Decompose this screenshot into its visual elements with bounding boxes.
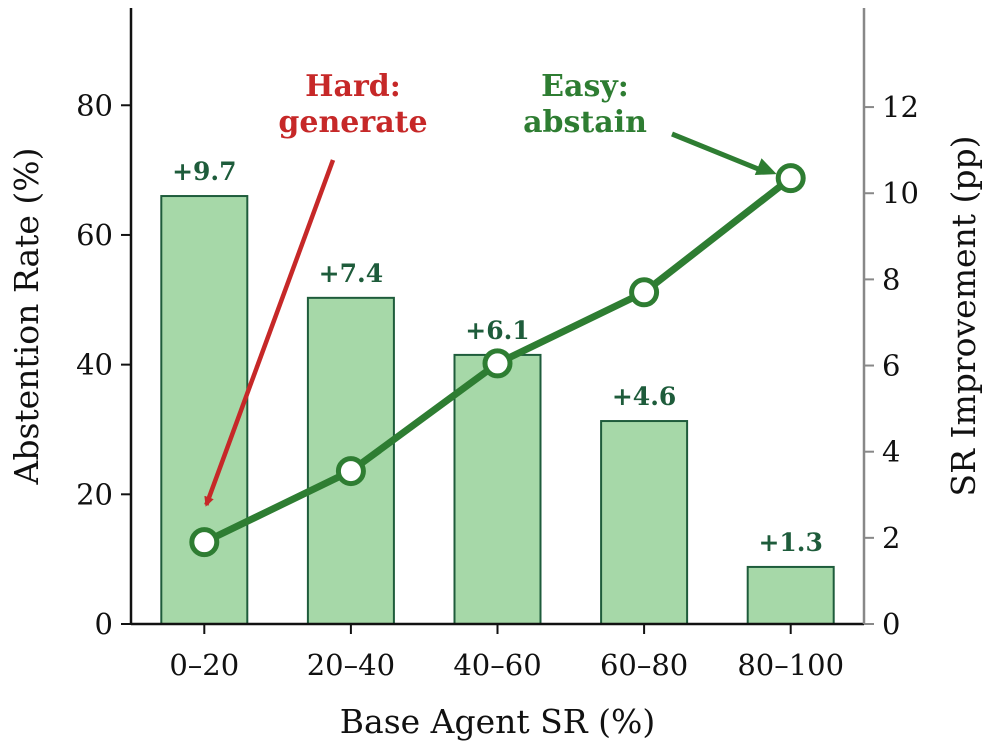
annotation-hard-line: generate xyxy=(278,105,427,140)
x-axis-title: Base Agent SR (%) xyxy=(340,702,655,741)
line-point-60–80 xyxy=(629,277,660,308)
bar-80–100 xyxy=(746,565,835,626)
annotation-easy-line: abstain xyxy=(523,105,647,140)
bars-layer xyxy=(160,195,835,626)
x-tick-label-60–80: 60–80 xyxy=(600,648,688,682)
line-layer xyxy=(189,163,806,558)
line-point-20–40 xyxy=(335,456,366,487)
right-tick-label-8: 8 xyxy=(882,262,900,296)
bar-label-20–40: +7.4 xyxy=(319,259,383,288)
bar-label-0–20: +9.7 xyxy=(172,157,236,186)
axes-layer: 0 20 40 60 80 0 2 4 6 8 10 12 0–20 20–40 40–60 60–80 80–… xyxy=(7,8,983,741)
line-point-40–60 xyxy=(482,348,513,379)
annotation-hard-arrow xyxy=(204,159,336,507)
y-axis-title: Abstention Rate (%) xyxy=(7,147,46,485)
left-tick-label-0: 0 xyxy=(95,607,113,641)
x-tick-label-20–40: 20–40 xyxy=(307,648,395,682)
right-tick-label-2: 2 xyxy=(882,521,900,555)
x-tick-label-40–60: 40–60 xyxy=(453,648,541,682)
annotation-easy-line: Easy: xyxy=(541,69,629,104)
x-tick-label-0–20: 0–20 xyxy=(169,648,239,682)
line-point-80–100 xyxy=(775,163,806,194)
bar-label-60–80: +4.6 xyxy=(612,382,676,411)
left-tick-label-80: 80 xyxy=(76,88,113,122)
annotation-hard: Hard: generate xyxy=(278,69,427,140)
annotations-layer: Hard: generate Easy: abstain xyxy=(204,69,777,507)
line-point-0–20 xyxy=(189,527,220,558)
bar-0–20 xyxy=(160,195,249,625)
bar-label-40–60: +6.1 xyxy=(465,316,529,345)
left-tick-label-60: 60 xyxy=(76,218,113,252)
annotation-easy: Easy: abstain xyxy=(523,69,647,140)
right-tick-label-10: 10 xyxy=(882,176,919,210)
y2-axis-title: SR Improvement (pp) xyxy=(944,135,983,496)
bar-40–60 xyxy=(453,353,542,625)
annotation-easy-arrowhead xyxy=(754,158,777,175)
annotation-easy-arrow xyxy=(671,131,760,172)
left-tick-label-20: 20 xyxy=(76,477,113,511)
annotation-hard-line: Hard: xyxy=(305,69,401,104)
x-tick-label-80–100: 80–100 xyxy=(737,648,844,682)
bar-label-80–100: +1.3 xyxy=(758,528,822,557)
bar-labels-layer: +9.7 +7.4 +6.1 +4.6 +1.3 xyxy=(172,157,823,557)
right-tick-label-12: 12 xyxy=(882,90,919,124)
right-tick-label-0: 0 xyxy=(882,607,900,641)
right-tick-label-4: 4 xyxy=(882,435,900,469)
right-tick-label-6: 6 xyxy=(882,349,900,383)
left-tick-label-40: 40 xyxy=(76,348,113,382)
bar-60–80 xyxy=(600,420,689,626)
